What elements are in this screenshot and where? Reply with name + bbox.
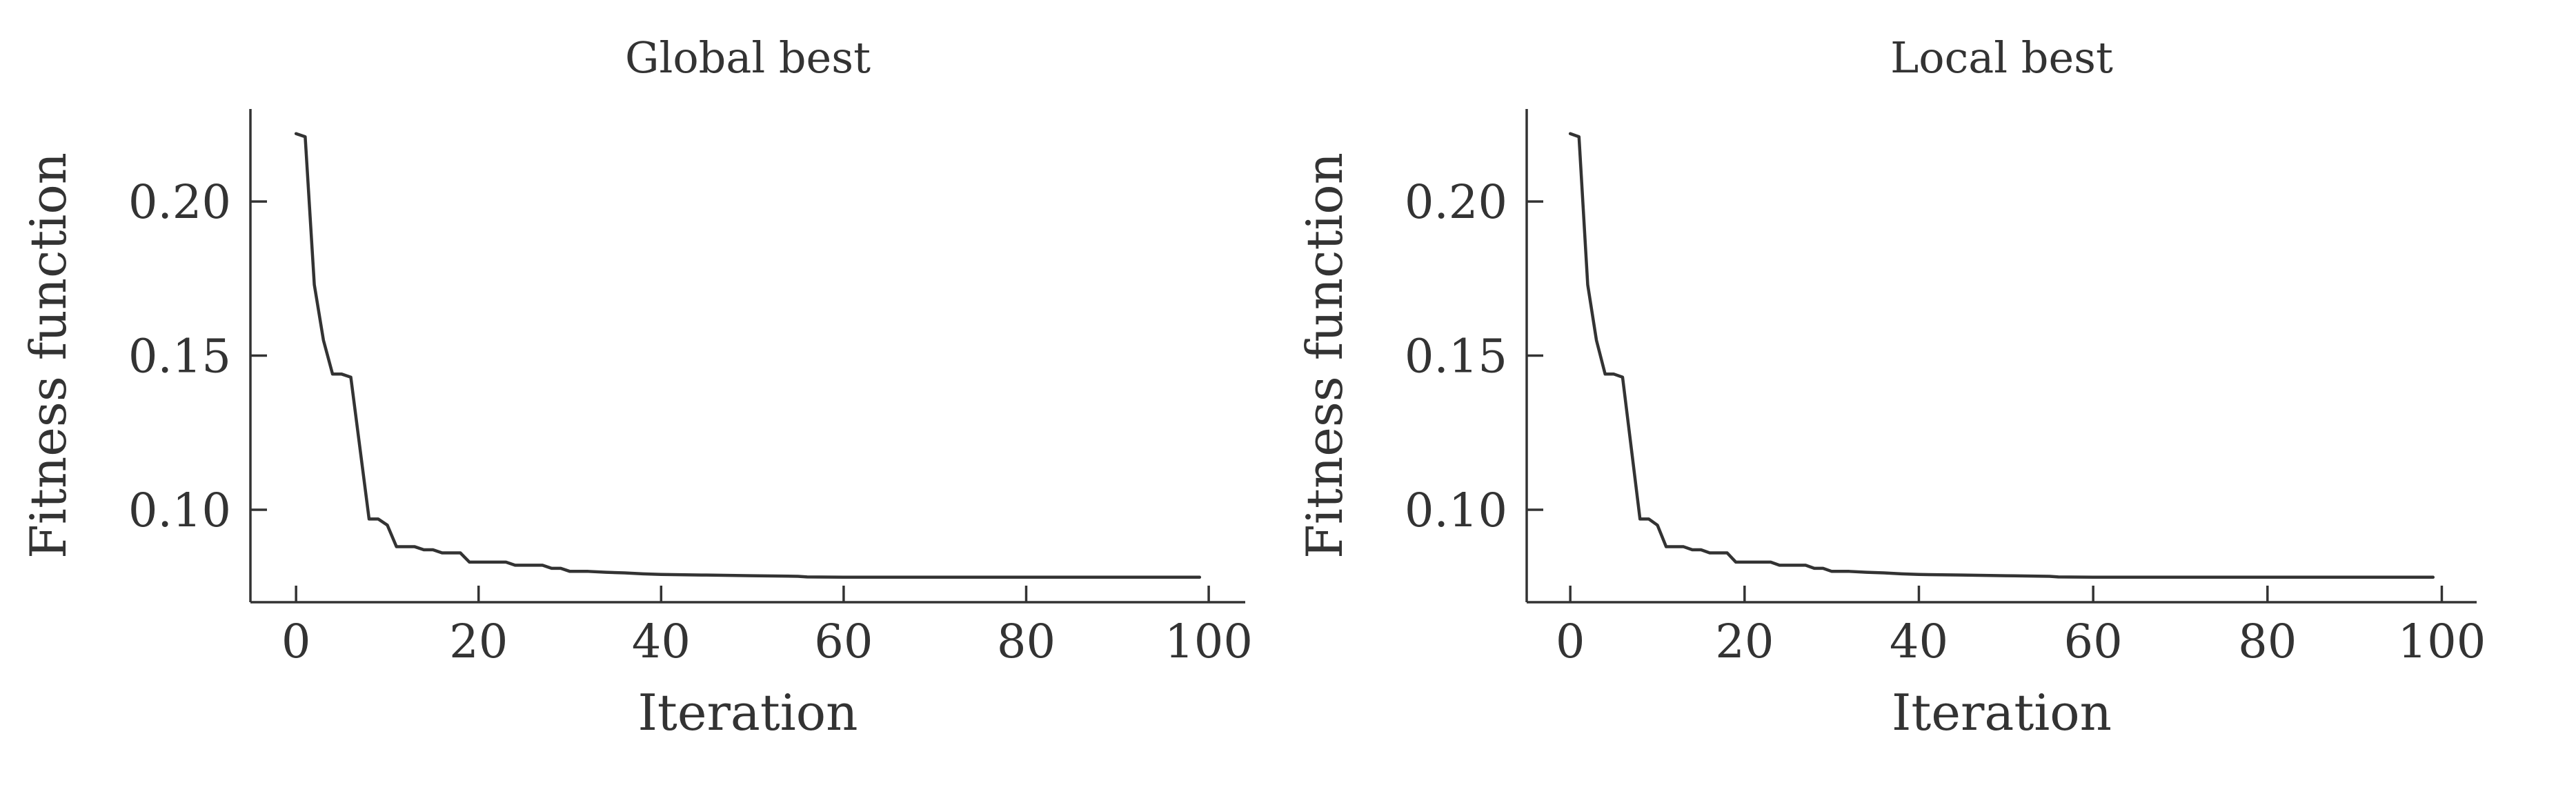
x-tick-label: 40 — [632, 615, 691, 668]
y-tick-label: 0.20 — [1405, 175, 1507, 229]
x-tick-label: 60 — [814, 615, 873, 668]
x-tick-label: 100 — [1165, 615, 1253, 668]
x-axis-label: Iteration — [1892, 684, 2112, 742]
x-tick-label: 60 — [2064, 615, 2123, 668]
y-axis-label: Fitness function — [1296, 152, 1354, 559]
y-tick-label: 0.20 — [128, 175, 231, 229]
chart-title: Local best — [1890, 32, 2113, 83]
fitness-series-line — [1568, 132, 2435, 579]
x-tick-label: 40 — [1890, 615, 1948, 668]
global-best-panel: Global best Iteration Fitness function 0… — [19, 32, 1253, 742]
plot-area: 0 20 40 60 80 100 0.10 0.15 0.20 — [1405, 109, 2486, 668]
y-tick-label: 0.10 — [128, 484, 231, 537]
x-tick-label: 20 — [449, 615, 508, 668]
x-tick-label: 100 — [2398, 615, 2486, 668]
y-tick-label: 0.15 — [1405, 330, 1507, 384]
fitness-series-line — [294, 132, 1202, 579]
x-tick-label: 80 — [997, 615, 1056, 668]
x-axis-label: Iteration — [637, 684, 858, 742]
x-tick-label: 0 — [1556, 615, 1585, 668]
x-tick-label: 20 — [1715, 615, 1774, 668]
y-tick-label: 0.15 — [128, 330, 231, 384]
x-tick-label: 80 — [2238, 615, 2297, 668]
y-tick-label: 0.10 — [1405, 484, 1507, 537]
x-tick-label: 0 — [281, 615, 311, 668]
y-axis-label: Fitness function — [19, 152, 77, 559]
plot-area: 0 20 40 60 80 100 0.10 0.15 0.20 — [128, 109, 1253, 668]
chart-title: Global best — [625, 32, 871, 83]
local-best-panel: Local best Iteration Fitness function 0 2… — [1296, 32, 2486, 742]
